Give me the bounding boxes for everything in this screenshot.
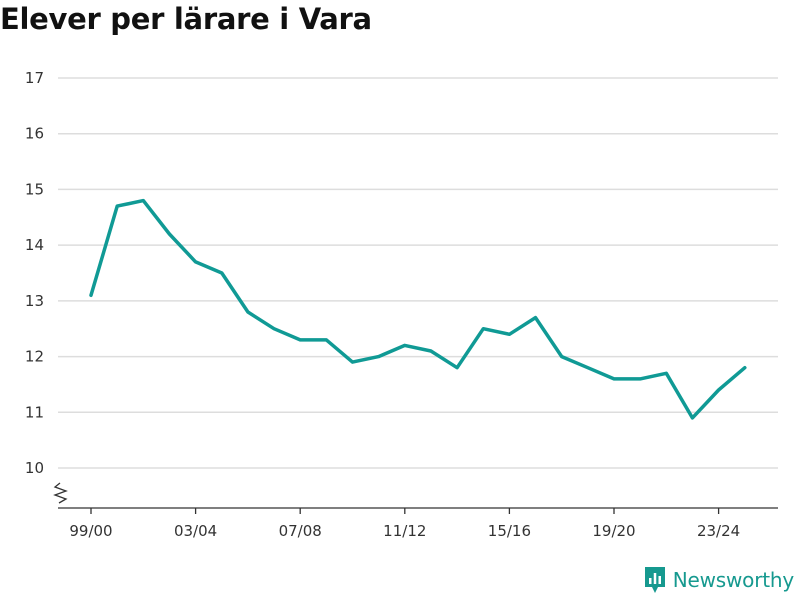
chart-title: Elever per lärare i Vara [0,2,372,36]
x-axis-tick-labels: 99/00 03/04 07/08 11/12 15/16 19/20 23/24 [69,522,740,540]
y-tick-label: 14 [25,236,44,254]
gridlines [58,77,778,469]
bar-chart-icon [644,567,665,593]
series-layer [89,198,747,420]
y-tick-label: 17 [25,69,44,87]
brand-name: Newsworthy [672,568,794,592]
axis-break-icon [53,482,68,504]
y-tick-label: 12 [25,348,44,366]
series-line [89,198,747,420]
x-tick-label: 23/24 [697,522,740,540]
x-tick-label: 99/00 [69,522,112,540]
y-tick-label: 11 [25,403,44,421]
line-chart: 10 11 12 13 14 15 16 17 99/00 03/04 07/08 11/12 15/… [25,69,778,540]
newsworthy-logo: Newsworthy [643,564,794,596]
x-tick-label: 11/12 [383,522,426,540]
y-tick-label: 10 [25,459,44,477]
y-tick-label: 15 [25,180,44,198]
y-tick-label: 16 [25,125,44,143]
x-tick-label: 19/20 [592,522,635,540]
x-axis [53,482,778,514]
x-tick-label: 07/08 [279,522,322,540]
y-axis-tick-labels: 10 11 12 13 14 15 16 17 [25,69,44,477]
x-tick-label: 15/16 [488,522,531,540]
x-tick-label: 03/04 [174,522,217,540]
y-tick-label: 13 [25,292,44,310]
